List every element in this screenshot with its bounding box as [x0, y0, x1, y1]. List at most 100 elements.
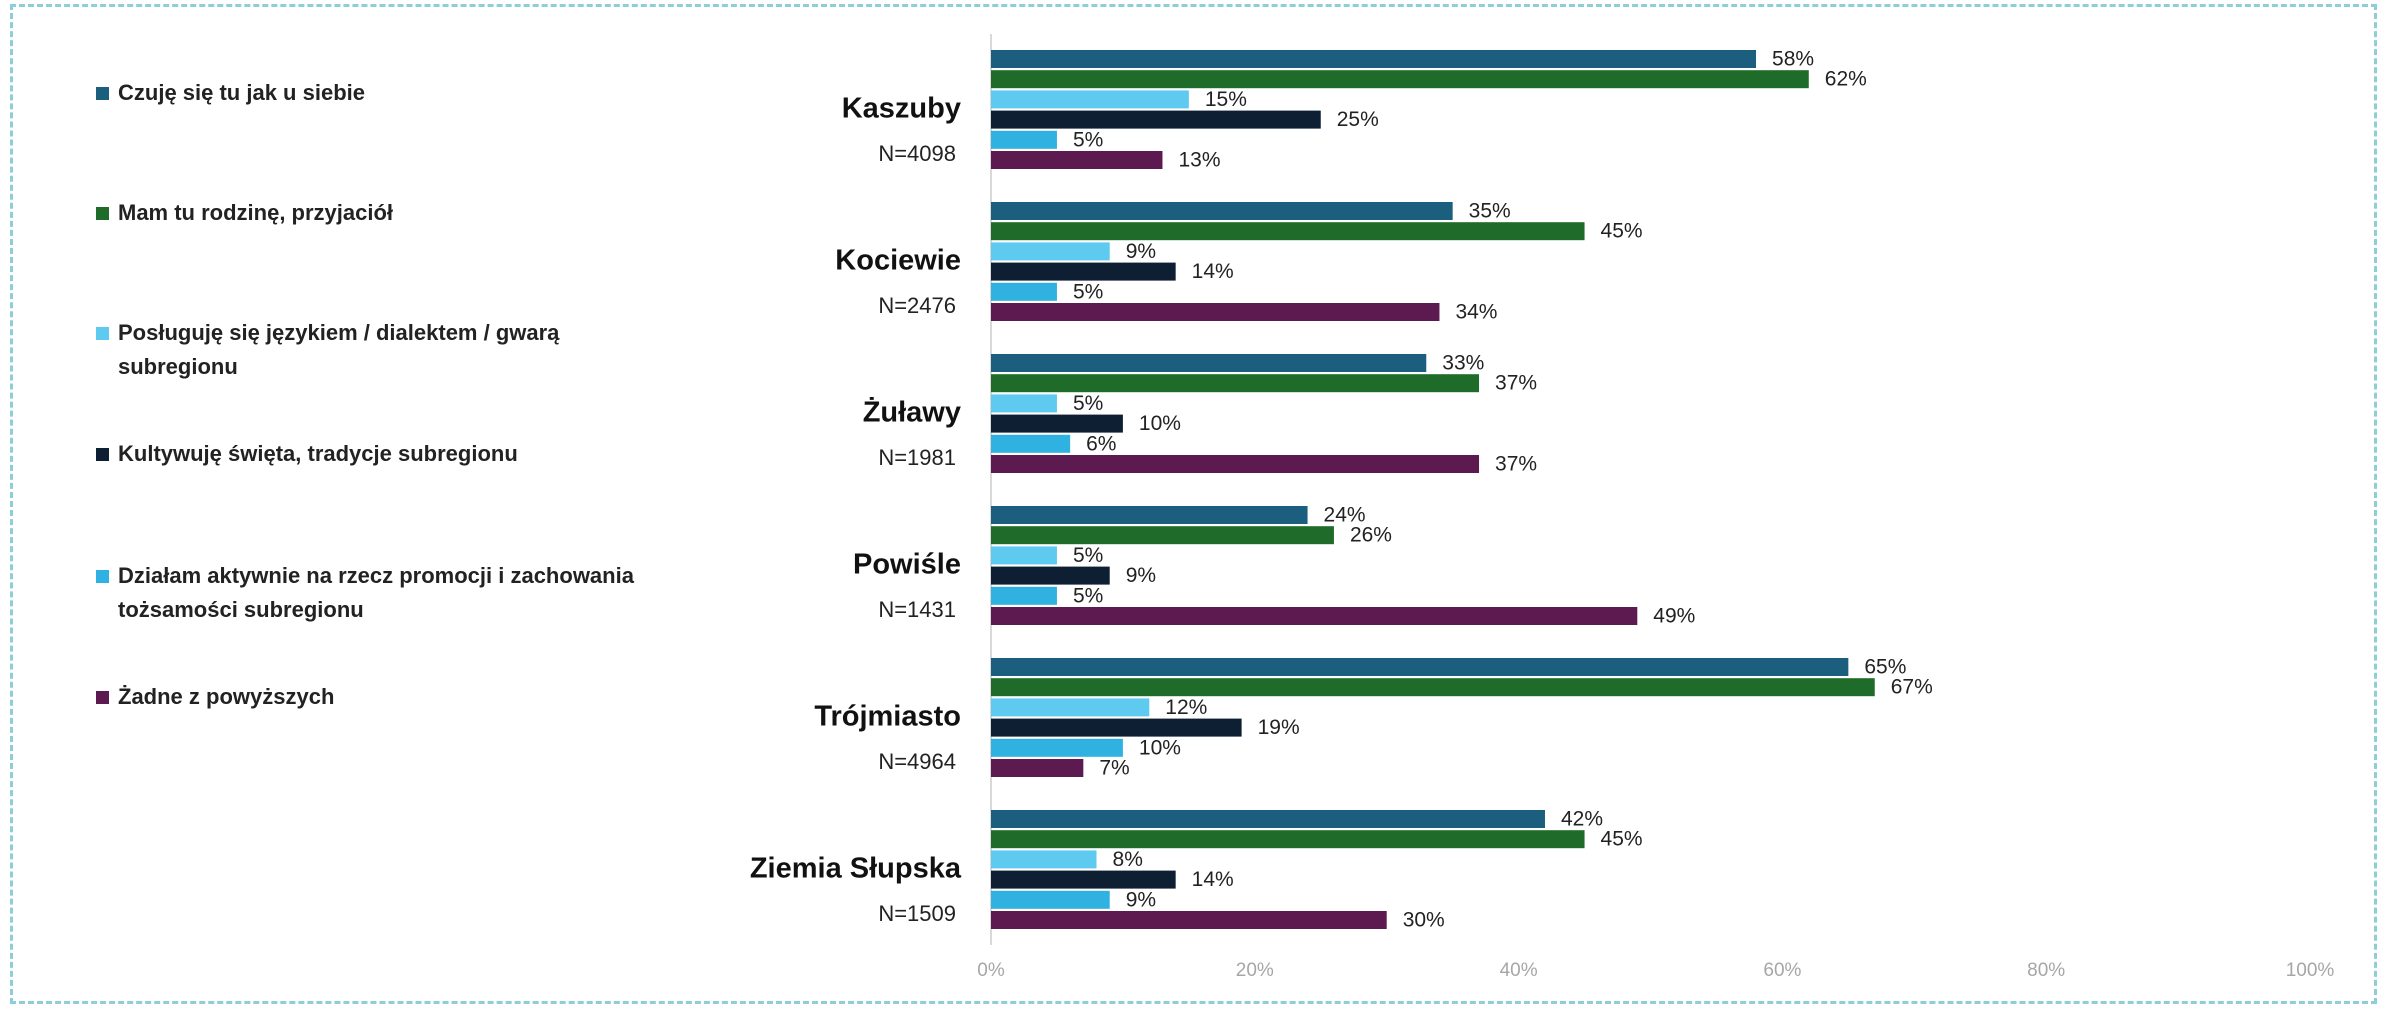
- bar: [991, 242, 1110, 261]
- x-tick-label: 0%: [977, 960, 1005, 981]
- bar: [991, 586, 1057, 605]
- value-label: 9%: [1126, 888, 1156, 911]
- bar: [991, 526, 1334, 545]
- value-label: 45%: [1601, 828, 1643, 851]
- bar: [991, 262, 1176, 281]
- legend-label: Posługuję się językiem / dialektem / gwa…: [118, 320, 560, 379]
- legend-item: Czuję się tu jak u siebie: [96, 76, 678, 110]
- bar: [991, 282, 1057, 301]
- value-label: 14%: [1192, 260, 1234, 283]
- legend-label: Działam aktywnie na rzecz promocji i zac…: [118, 563, 634, 622]
- bar: [991, 830, 1585, 849]
- value-label: 9%: [1126, 240, 1156, 263]
- value-label: 34%: [1455, 301, 1497, 324]
- bar: [991, 566, 1110, 585]
- legend-item: Żadne z powyższych: [96, 680, 678, 714]
- category-label: Kociewie: [835, 245, 961, 277]
- category-label: Powiśle: [853, 549, 961, 581]
- value-label: 13%: [1178, 149, 1220, 172]
- value-label: 67%: [1891, 676, 1933, 699]
- bar: [991, 870, 1176, 889]
- category-label: Kaszuby: [842, 93, 961, 125]
- legend-swatch: [96, 327, 109, 340]
- value-label: 49%: [1653, 605, 1695, 628]
- category-note: N=1509: [878, 901, 956, 926]
- value-label: 25%: [1337, 108, 1379, 131]
- bar: [991, 374, 1480, 393]
- value-label: 30%: [1403, 909, 1445, 932]
- value-label: 10%: [1139, 412, 1181, 435]
- category-note: N=1431: [878, 597, 956, 622]
- value-label: 8%: [1113, 848, 1143, 871]
- category-note: N=2476: [878, 293, 956, 318]
- bar: [991, 911, 1387, 929]
- value-label: 5%: [1073, 128, 1103, 151]
- value-label: 14%: [1192, 868, 1234, 891]
- legend-item: Mam tu rodzinę, przyjaciół: [96, 196, 678, 230]
- bar: [991, 890, 1110, 909]
- bar: [991, 455, 1480, 473]
- category-note: N=4964: [878, 749, 956, 774]
- bar: [991, 718, 1242, 737]
- bar: [991, 130, 1057, 149]
- legend-item: Posługuję się językiem / dialektem / gwa…: [96, 316, 678, 384]
- bar: [991, 698, 1150, 717]
- bar: [991, 90, 1189, 109]
- x-tick-label: 100%: [2286, 960, 2335, 981]
- bar: [991, 354, 1427, 372]
- legend-swatch: [96, 448, 109, 461]
- legend-label: Czuję się tu jak u siebie: [118, 80, 365, 105]
- value-label: 19%: [1258, 716, 1300, 739]
- bar: [991, 222, 1585, 241]
- bar: [991, 202, 1453, 220]
- value-label: 35%: [1469, 200, 1511, 223]
- value-label: 42%: [1561, 808, 1603, 831]
- value-label: 9%: [1126, 564, 1156, 587]
- value-label: 62%: [1825, 68, 1867, 91]
- value-label: 12%: [1165, 696, 1207, 719]
- bar: [991, 151, 1163, 169]
- value-label: 33%: [1442, 352, 1484, 375]
- legend-label: Kultywuję święta, tradycje subregionu: [118, 441, 518, 466]
- bar: [991, 303, 1440, 321]
- value-label: 5%: [1073, 392, 1103, 415]
- x-tick-label: 20%: [1236, 960, 1274, 981]
- bar: [991, 506, 1308, 524]
- category-note: N=4098: [878, 141, 956, 166]
- legend-swatch: [96, 87, 109, 100]
- legend-item: Działam aktywnie na rzecz promocji i zac…: [96, 559, 678, 627]
- category-label: Żuławy: [863, 397, 961, 429]
- bar: [991, 658, 1849, 676]
- value-label: 15%: [1205, 88, 1247, 111]
- legend-swatch: [96, 207, 109, 220]
- bar: [991, 546, 1057, 565]
- legend-swatch: [96, 570, 109, 583]
- value-label: 5%: [1073, 544, 1103, 567]
- value-label: 26%: [1350, 524, 1392, 547]
- value-label: 37%: [1495, 453, 1537, 476]
- x-tick-label: 40%: [1500, 960, 1538, 981]
- value-label: 65%: [1864, 656, 1906, 679]
- x-tick-label: 60%: [1763, 960, 1801, 981]
- bar: [991, 607, 1638, 625]
- value-label: 7%: [1099, 757, 1129, 780]
- legend-swatch: [96, 691, 109, 704]
- category-note: N=1981: [878, 445, 956, 470]
- value-label: 45%: [1601, 220, 1643, 243]
- value-label: 6%: [1086, 432, 1116, 455]
- bar: [991, 70, 1809, 89]
- legend-label: Żadne z powyższych: [118, 684, 335, 709]
- bar: [991, 414, 1123, 433]
- category-label: Ziemia Słupska: [750, 853, 962, 885]
- frame: [10, 4, 2377, 1004]
- bar: [991, 678, 1875, 697]
- value-label: 5%: [1073, 280, 1103, 303]
- bar: [991, 50, 1757, 68]
- value-label: 58%: [1772, 48, 1814, 71]
- bar: [991, 434, 1071, 453]
- legend-label: Mam tu rodzinę, przyjaciół: [118, 200, 394, 225]
- bar: [991, 394, 1057, 413]
- x-tick-label: 80%: [2027, 960, 2065, 981]
